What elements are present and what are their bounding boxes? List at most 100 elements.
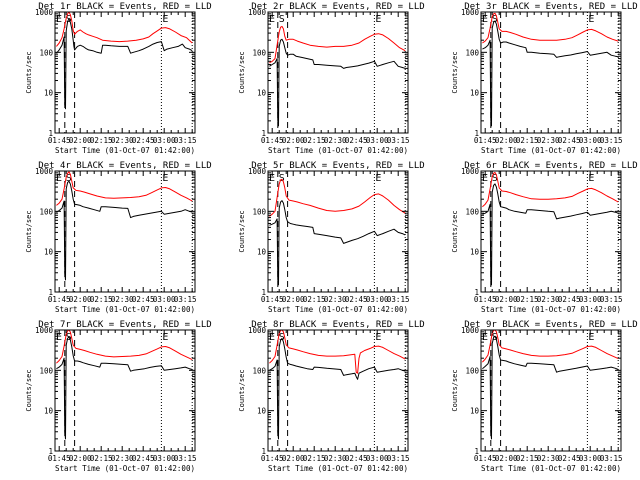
x-tick-label: 02:30 xyxy=(324,136,347,145)
y-tick-label: 1 xyxy=(474,288,479,297)
x-tick-label: 02:15 xyxy=(90,454,113,463)
y-tick-label: 10 xyxy=(44,89,54,98)
x-tick-label: 02:15 xyxy=(303,454,326,463)
y-tick-label: 10 xyxy=(470,248,480,257)
y-tick-label: 100 xyxy=(465,48,479,57)
marker-label: E xyxy=(588,332,594,343)
x-tick-label: 03:15 xyxy=(387,136,410,145)
plot-frame xyxy=(267,11,409,134)
y-tick-label: 1 xyxy=(261,447,266,456)
x-tick-label: 03:15 xyxy=(600,454,623,463)
y-tick-label: 1000 xyxy=(35,326,54,335)
marker-label: E xyxy=(588,173,594,184)
y-tick-label: 100 xyxy=(252,366,266,375)
y-tick-label: 100 xyxy=(465,207,479,216)
marker-label: E xyxy=(375,173,381,184)
x-tick-label: 03:00 xyxy=(366,295,389,304)
x-tick-label: 02:45 xyxy=(345,136,368,145)
y-tick-label: 1000 xyxy=(35,167,54,176)
y-axis-label: Counts/sec xyxy=(451,51,459,93)
x-tick-label: 01:45 xyxy=(48,136,71,145)
y-axis-label: Counts/sec xyxy=(238,210,246,252)
x-tick-label: 02:15 xyxy=(516,295,539,304)
x-tick-label: 03:00 xyxy=(153,136,176,145)
x-tick-label: 03:00 xyxy=(153,295,176,304)
x-tick-label: 03:00 xyxy=(579,136,602,145)
x-tick-label: 01:45 xyxy=(474,136,497,145)
x-axis-label: Start Time (01-Oct-07 01:42:00) xyxy=(481,464,621,473)
y-tick-label: 1000 xyxy=(248,8,267,17)
y-tick-label: 1 xyxy=(48,288,53,297)
panel-title: Det 7r BLACK = Events, RED = LLD xyxy=(38,320,211,330)
x-tick-label: 02:00 xyxy=(282,136,305,145)
y-tick-label: 1000 xyxy=(461,326,480,335)
y-axis-label: Counts/sec xyxy=(25,210,33,252)
plot-frame xyxy=(480,170,622,293)
x-tick-label: 02:00 xyxy=(495,136,518,145)
x-axis-label: Start Time (01-Oct-07 01:42:00) xyxy=(268,464,408,473)
panel-title: Det 1r BLACK = Events, RED = LLD xyxy=(38,2,211,12)
panel-title: Det 5r BLACK = Events, RED = LLD xyxy=(251,161,424,171)
y-tick-label: 10 xyxy=(44,407,54,416)
x-tick-label: 01:45 xyxy=(474,295,497,304)
y-tick-label: 1000 xyxy=(461,167,480,176)
marker-label: E xyxy=(375,14,381,25)
y-tick-label: 100 xyxy=(252,48,266,57)
x-tick-label: 03:15 xyxy=(387,454,410,463)
y-tick-label: 100 xyxy=(465,366,479,375)
y-axis-label: Counts/sec xyxy=(25,369,33,411)
plot-frame xyxy=(54,11,196,134)
x-tick-label: 01:45 xyxy=(261,454,284,463)
events-series-line xyxy=(56,180,193,281)
plot-frame xyxy=(480,11,622,134)
marker-label: E xyxy=(269,14,275,25)
x-tick-label: 03:00 xyxy=(579,454,602,463)
marker-label: S xyxy=(492,173,498,184)
y-tick-label: 100 xyxy=(39,48,53,57)
x-tick-label: 03:15 xyxy=(600,295,623,304)
x-axis-label: Start Time (01-Oct-07 01:42:00) xyxy=(268,305,408,314)
y-axis-label: Counts/sec xyxy=(25,51,33,93)
x-tick-label: 02:15 xyxy=(516,136,539,145)
x-tick-label: 02:00 xyxy=(69,454,92,463)
x-tick-label: 02:45 xyxy=(558,454,581,463)
plot-frame xyxy=(54,170,196,293)
panel-title: Det 3r BLACK = Events, RED = LLD xyxy=(464,2,637,12)
marker-label: E xyxy=(482,332,488,343)
marker-label: E xyxy=(56,173,62,184)
x-tick-label: 02:15 xyxy=(516,454,539,463)
x-tick-label: 02:45 xyxy=(132,295,155,304)
panel-title: Det 8r BLACK = Events, RED = LLD xyxy=(251,320,424,330)
marker-label: E xyxy=(482,173,488,184)
x-tick-label: 02:15 xyxy=(90,136,113,145)
panel-title: Det 9r BLACK = Events, RED = LLD xyxy=(464,320,637,330)
x-tick-label: 03:00 xyxy=(366,136,389,145)
x-axis-label: Start Time (01-Oct-07 01:42:00) xyxy=(481,146,621,155)
x-tick-label: 01:45 xyxy=(48,295,71,304)
y-tick-label: 1000 xyxy=(248,167,267,176)
lld-series-line xyxy=(482,172,619,208)
plot-frame xyxy=(54,329,196,452)
x-axis-label: Start Time (01-Oct-07 01:42:00) xyxy=(268,146,408,155)
y-tick-label: 1 xyxy=(261,129,266,138)
events-series-line xyxy=(269,38,406,127)
marker-label: E xyxy=(375,332,381,343)
lld-series-line xyxy=(269,329,406,374)
y-axis-label: Counts/sec xyxy=(451,210,459,252)
lld-series-line xyxy=(482,329,619,363)
marker-label: S xyxy=(279,173,285,184)
x-tick-label: 02:15 xyxy=(90,295,113,304)
marker-label: E xyxy=(269,173,275,184)
x-tick-label: 02:00 xyxy=(69,136,92,145)
y-tick-label: 10 xyxy=(257,248,267,257)
marker-label: E xyxy=(162,14,168,25)
x-tick-label: 02:15 xyxy=(303,295,326,304)
y-axis-label: Counts/sec xyxy=(451,369,459,411)
y-tick-label: 10 xyxy=(470,407,480,416)
